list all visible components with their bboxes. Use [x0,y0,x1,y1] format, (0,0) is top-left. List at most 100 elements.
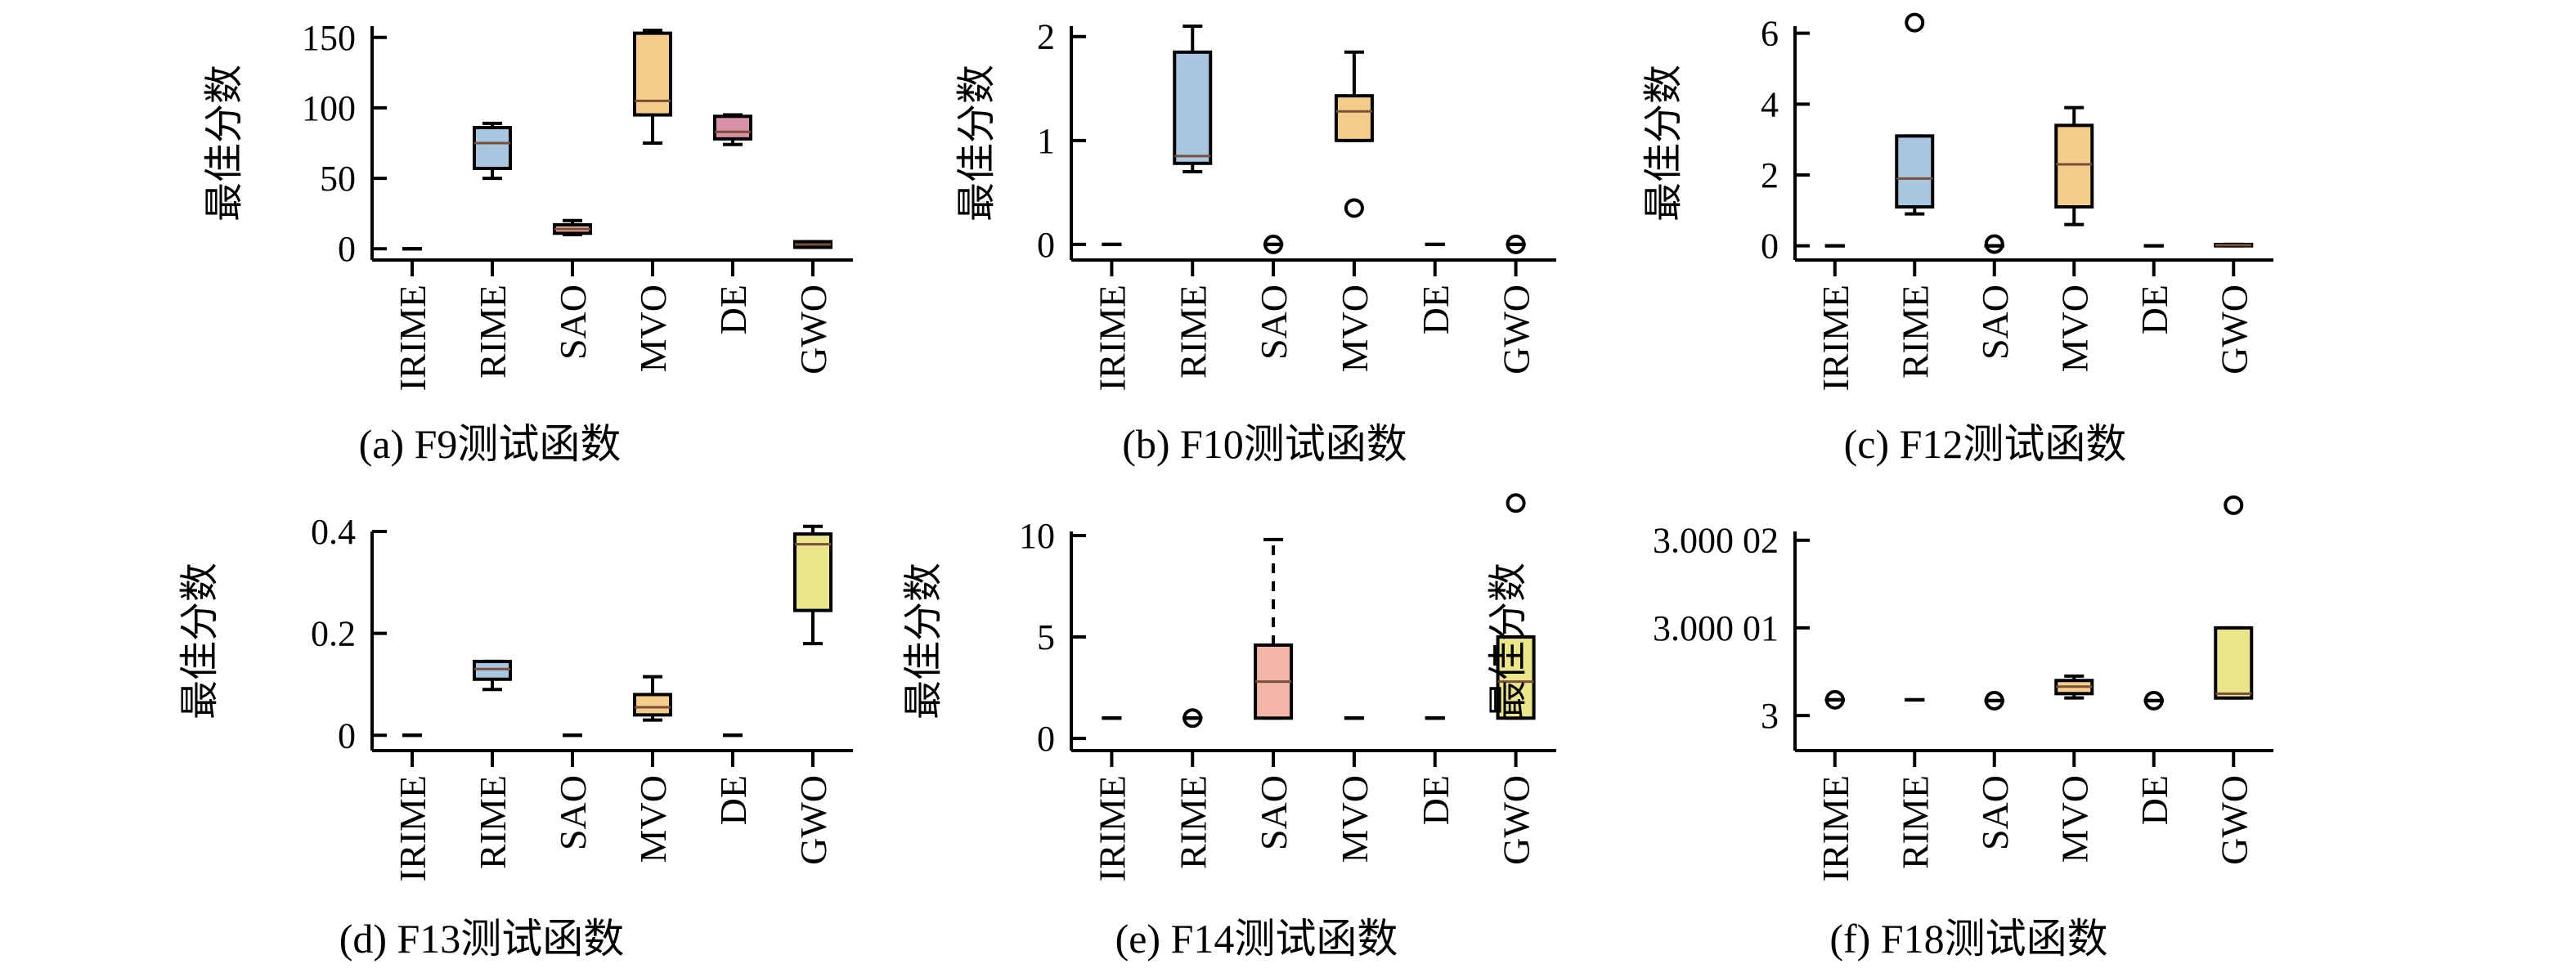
x-tick-label: GWO [2213,775,2255,865]
x-tick-label: IRIME [392,775,433,881]
y-axis-label: 最佳分数 [902,563,945,720]
box-body [473,126,512,171]
box-body [2214,626,2254,700]
outlier-point [1183,708,1203,729]
box-gwo [1496,493,1536,720]
x-tick-label: GWO [1496,775,1537,865]
y-axis-label: 最佳分数 [1642,65,1685,222]
y-tick-label: 0 [1761,226,1779,267]
box-body [1496,635,1536,720]
box-mvo [633,29,672,145]
x-tick-label: RIME [1172,775,1214,869]
x-tick-label: IRIME [1815,775,1856,881]
x-tick-label: MVO [2053,285,2095,372]
panel-caption: (a) F9测试函数 [359,421,622,467]
box-mvo [633,675,672,722]
x-tick-label: GWO [792,285,834,374]
y-tick-label: 3.000 02 [1653,521,1779,561]
y-tick-label: 100 [302,88,356,128]
box-sao [1984,234,2004,254]
panel-1: 0 50 100 150 最佳分数 IRIME RIME SAO MVO DE GWO (a) F9测… [203,18,853,467]
box-sao [1263,234,1284,254]
panel-caption: (b) F10测试函数 [1122,421,1407,467]
box-sao [1984,690,2004,711]
box-gwo [793,240,832,249]
box-body [1895,134,1935,208]
x-tick-label: RIME [472,775,514,869]
y-tick-label: 50 [320,159,356,199]
box-irime [1824,689,1845,710]
x-tick-label: MVO [632,775,674,863]
panel-caption: (c) F12测试函数 [1844,421,2127,467]
x-tick-label: DE [1415,775,1456,825]
y-axis-label: 最佳分数 [203,65,246,222]
y-tick-label: 2 [1037,17,1055,57]
y-axis-label: 最佳分数 [1487,563,1530,720]
x-tick-label: SAO [1974,285,2016,360]
x-tick-label: RIME [472,285,514,379]
y-tick-label: 0.4 [311,512,356,552]
box-rime [1183,708,1203,729]
box-sao [1254,537,1294,720]
panel-2: 0 1 2 最佳分数 IRIME RIME SAO MVO DE GWO (b) F10测试函数 [955,17,1556,467]
outlier-point [1344,198,1364,218]
box-rime [1895,12,1935,216]
x-tick-label: RIME [1894,775,1936,869]
box-body [473,659,512,681]
panel-caption: (f) F18测试函数 [1829,916,2107,962]
y-tick-label: 150 [302,18,356,58]
y-tick-label: 0.2 [311,614,356,654]
x-tick-label: MVO [1334,775,1376,863]
outlier-point [2224,495,2244,515]
y-tick-label: 0 [338,229,356,269]
x-tick-label: MVO [1334,285,1376,372]
box-mvo [1334,50,1374,218]
outlier-point [2143,690,2164,711]
x-tick-label: IRIME [1815,285,1856,391]
x-tick-label: DE [2134,775,2175,825]
y-tick-label: 10 [1019,516,1055,556]
box-rime [1173,25,1213,173]
panel-caption: (e) F14测试函数 [1115,916,1398,962]
box-rime [473,121,512,181]
x-tick-label: SAO [1253,285,1295,360]
x-tick-label: IRIME [392,285,433,391]
x-tick-label: RIME [1172,285,1214,379]
box-de [2143,690,2164,711]
x-tick-label: RIME [1894,285,1936,379]
y-tick-label: 3 [1761,696,1779,736]
x-tick-label: DE [712,285,754,334]
panel-6: 3 3.000 01 3.000 02 最佳分数 IRIME RIME SAO MVO DE GW… [1487,495,2273,962]
outlier-point [1263,234,1284,254]
y-tick-label: 4 [1761,84,1779,124]
outlier-point [1506,493,1526,513]
x-tick-label: DE [2134,285,2175,334]
outlier-point [1905,12,1925,33]
outlier-point [1824,689,1845,710]
box-gwo [2214,242,2254,248]
y-axis-label: 最佳分数 [955,65,999,222]
panel-4: 0 0.2 0.4 最佳分数 IRIME RIME SAO MVO DE GWO (d) F13测试… [178,512,853,962]
panel-3: 0 2 4 6 最佳分数 IRIME RIME SAO MVO DE GWO (c) F12测试函数 [1642,12,2273,467]
box-gwo [793,524,832,646]
box-body [2054,123,2094,208]
box-body [1334,94,1374,142]
box-body [793,532,832,612]
outlier-point [1984,690,2004,711]
box-gwo [2214,495,2254,700]
x-tick-label: SAO [552,285,594,360]
box-rime [473,659,512,692]
panel-5: 0 5 10 最佳分数 IRIME RIME SAO MVO DE GWO (e) F14测试函数 [902,493,1556,962]
box-body [1173,50,1213,165]
x-tick-label: GWO [792,775,834,865]
x-tick-label: SAO [1253,775,1295,850]
box-mvo [2054,674,2094,700]
box-de [713,113,752,146]
y-tick-label: 6 [1761,14,1779,54]
box-body [633,31,672,117]
y-axis-label: 最佳分数 [178,563,222,720]
y-tick-label: 1 [1037,121,1055,161]
box-mvo [2054,105,2094,226]
box-gwo [1506,234,1526,254]
